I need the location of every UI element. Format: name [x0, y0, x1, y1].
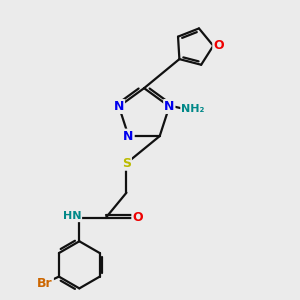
Text: NH₂: NH₂ — [181, 104, 205, 114]
Text: HN: HN — [63, 211, 81, 221]
Text: Br: Br — [37, 278, 53, 290]
Text: N: N — [123, 130, 134, 142]
Text: N: N — [164, 100, 175, 113]
Text: S: S — [122, 157, 131, 170]
Text: N: N — [114, 100, 124, 113]
Text: O: O — [213, 39, 224, 52]
Text: O: O — [132, 211, 143, 224]
